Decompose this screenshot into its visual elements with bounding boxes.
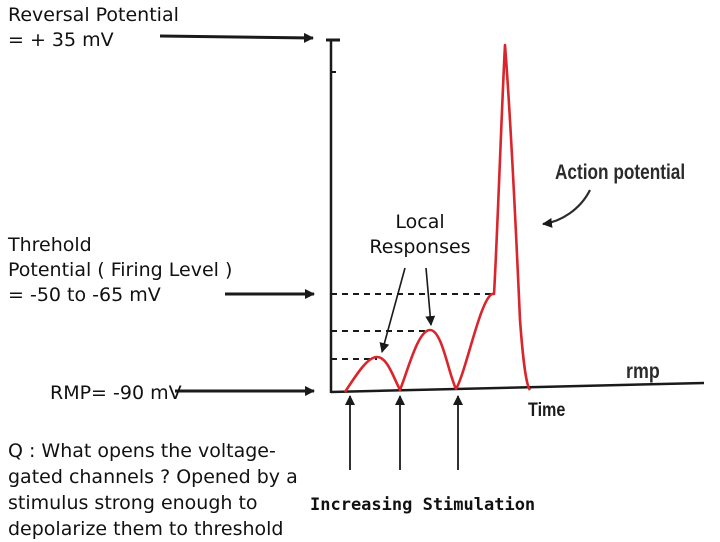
local-response-arrow-1 [379, 267, 406, 353]
local-responses-label: Local Responses [369, 211, 471, 258]
question-text: Q : What opens the voltage- gated channe… [8, 440, 298, 540]
local-response-arrow-2 [425, 267, 436, 326]
rmp-value-label: RMP= -90 mV [50, 382, 182, 404]
reversal-potential-label: Reversal Potential = + 35 mV [8, 4, 179, 51]
x-axis [330, 381, 705, 394]
rmp-axis-label: rmp [626, 360, 660, 383]
membrane-potential-trace [343, 43, 532, 393]
increasing-stimulation-label: Increasing Stimulation [310, 495, 536, 515]
threshold-potential-label: Threhold Potential ( Firing Level ) = -5… [8, 234, 233, 306]
time-axis-label: Time [528, 400, 566, 421]
reversal-arrow [159, 32, 314, 43]
action-potential-label: Action potential [555, 161, 686, 184]
action-potential-arrow [542, 189, 591, 228]
